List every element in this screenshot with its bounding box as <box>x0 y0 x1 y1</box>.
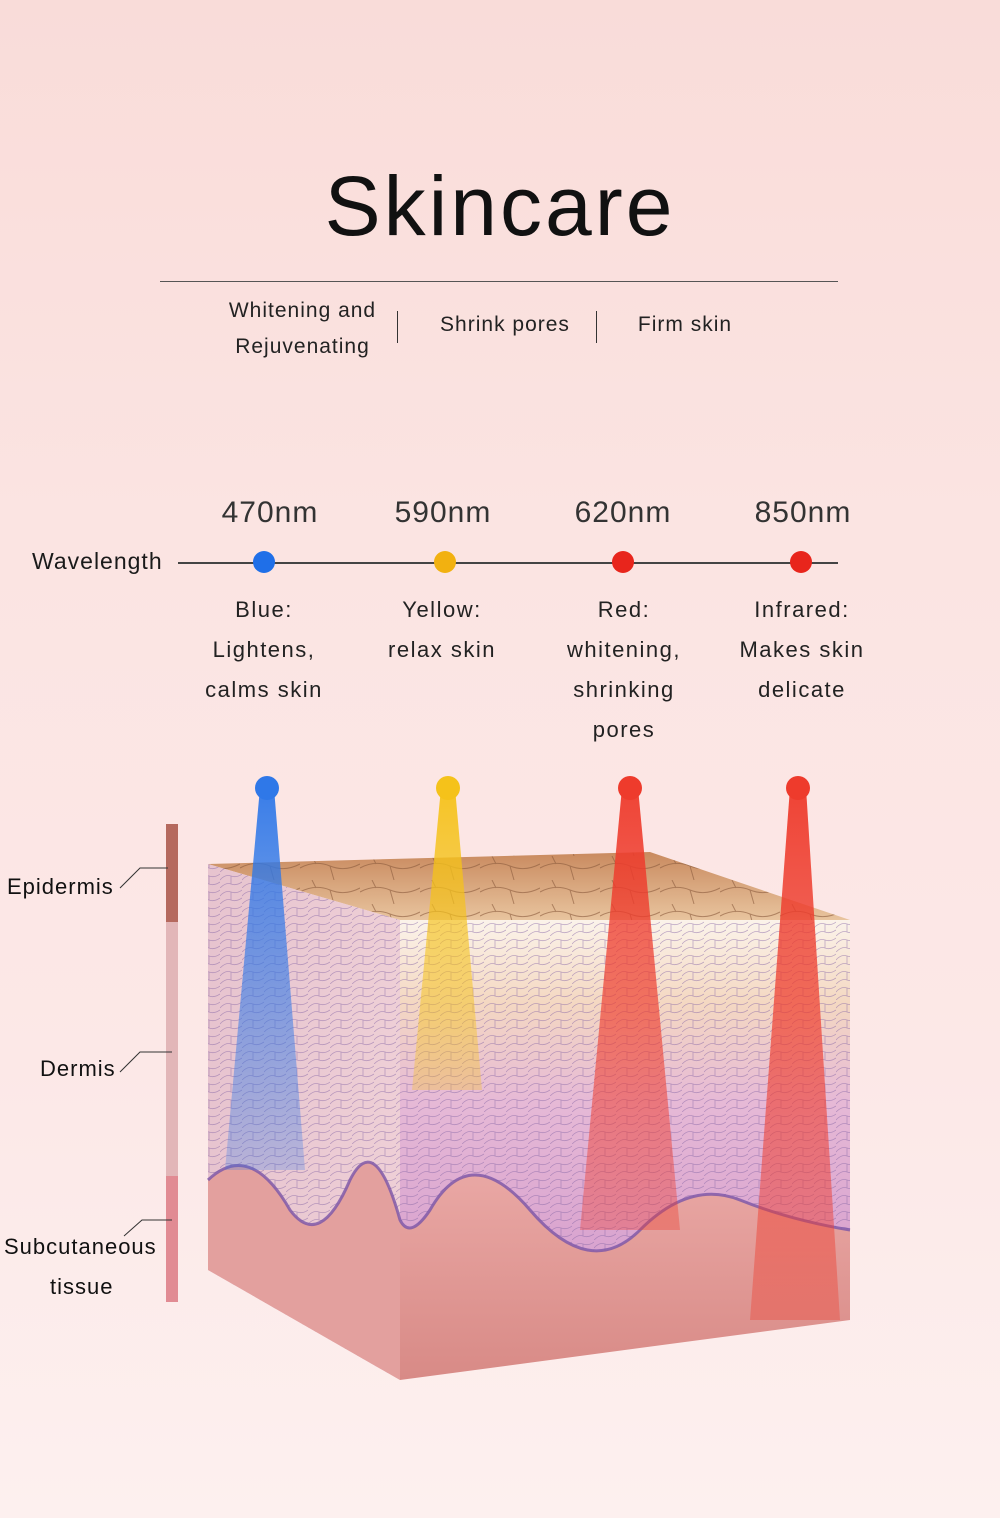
epidermis-leader-line <box>119 867 168 889</box>
blue-emitter <box>255 776 279 800</box>
wavelength-label: Wavelength <box>32 548 163 574</box>
red-emitter <box>618 776 642 800</box>
epidermis-label: Epidermis <box>7 874 114 899</box>
dermis-label: Dermis <box>40 1056 116 1081</box>
wavelength-value-blue: 470nm <box>221 496 319 529</box>
desc-line: Makes skin <box>739 637 865 662</box>
desc-line: shrinking <box>573 677 675 702</box>
desc-line: pores <box>592 717 656 742</box>
infrared-light-dot <box>790 551 812 573</box>
desc-line: relax skin <box>388 637 496 662</box>
benefit-whitening-line1: Whitening and <box>228 299 377 322</box>
infrared-emitter <box>786 776 810 800</box>
title-divider <box>160 281 838 282</box>
red-light-dot <box>612 551 634 573</box>
dermis-leader-line <box>119 1051 172 1073</box>
epidermis-legend-bar <box>166 824 178 922</box>
benefit-separator <box>596 311 597 343</box>
benefit-whitening-line2: Rejuvenating <box>235 335 370 358</box>
benefit-separator <box>397 311 398 343</box>
desc-line: Infrared: <box>754 597 850 622</box>
yellow-light-dot <box>434 551 456 573</box>
benefit-firm-skin: Firm skin <box>637 313 733 336</box>
desc-line: Red: <box>597 597 651 622</box>
skin-cross-section-diagram <box>119 776 851 1380</box>
wavelength-value-infrared: 850nm <box>754 496 852 529</box>
benefit-whitening: Whitening and Rejuvenating <box>210 293 395 365</box>
subcutaneous-label: Subcutaneous <box>4 1234 157 1259</box>
subcutaneous-legend-bar <box>166 1176 178 1302</box>
desc-line: Blue: <box>235 597 293 622</box>
wavelength-value-red: 620nm <box>574 496 672 529</box>
wavelength-value-yellow: 590nm <box>394 496 492 529</box>
wavelength-axis-line <box>178 562 838 564</box>
desc-line: Lightens, <box>212 637 316 662</box>
tissue-label: tissue <box>50 1274 114 1299</box>
desc-line: Yellow: <box>402 597 482 622</box>
desc-line: whitening, <box>566 637 682 662</box>
subcutaneous-leader-line <box>123 1219 172 1237</box>
blue-light-description: Blue: Lightens, calms skin <box>174 590 354 710</box>
dermis-legend-bar <box>166 922 178 1176</box>
blue-light-dot <box>253 551 275 573</box>
yellow-emitter <box>436 776 460 800</box>
desc-line: delicate <box>758 677 846 702</box>
benefit-shrink-pores: Shrink pores <box>440 313 570 336</box>
infrared-light-description: Infrared: Makes skin delicate <box>712 590 892 710</box>
yellow-light-description: Yellow: relax skin <box>352 590 532 670</box>
desc-line: calms skin <box>205 677 323 702</box>
red-light-description: Red: whitening, shrinking pores <box>534 590 714 750</box>
page-title: Skincare <box>324 159 676 253</box>
